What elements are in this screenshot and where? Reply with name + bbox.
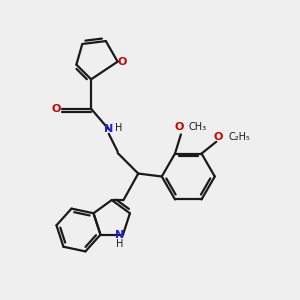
Text: N: N — [104, 124, 113, 134]
Text: N: N — [116, 230, 125, 240]
Text: O: O — [175, 122, 184, 132]
Text: CH₃: CH₃ — [188, 122, 206, 132]
Text: O: O — [117, 57, 127, 67]
Text: H: H — [116, 238, 124, 248]
Text: O: O — [213, 132, 222, 142]
Text: H: H — [116, 123, 123, 133]
Text: O: O — [51, 104, 61, 114]
Text: C₂H₅: C₂H₅ — [229, 132, 251, 142]
